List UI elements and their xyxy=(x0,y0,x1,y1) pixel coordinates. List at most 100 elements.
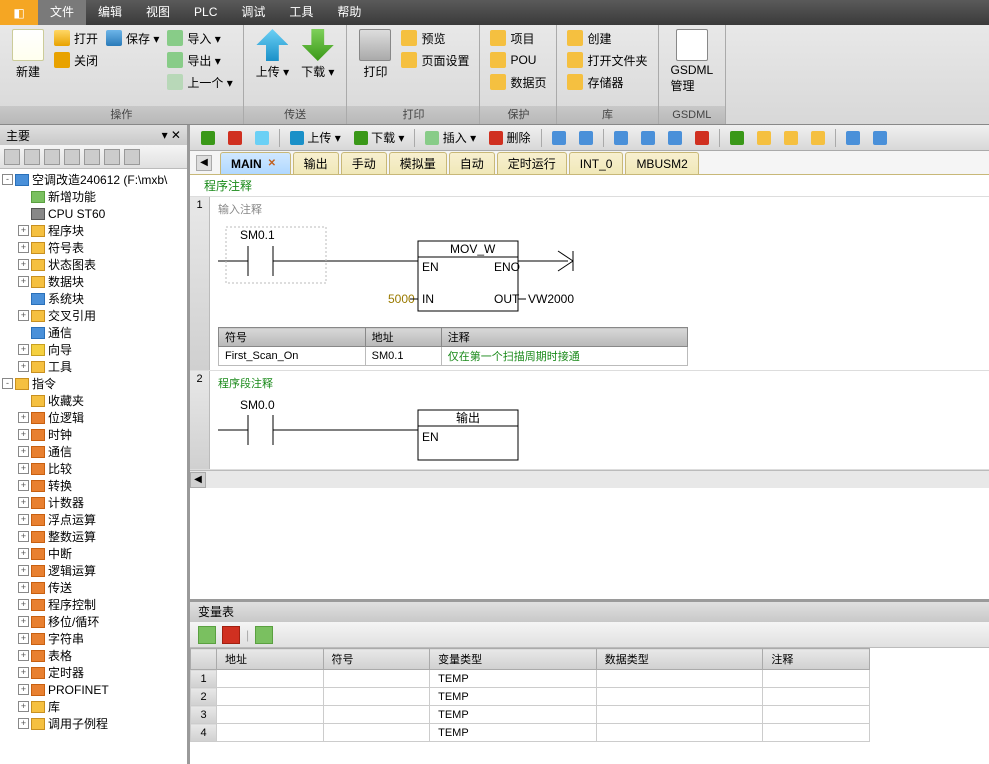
close-icon[interactable]: ✕ xyxy=(268,158,280,170)
tb-misc-9[interactable] xyxy=(779,129,803,147)
tree-node-系统块[interactable]: 系统块 xyxy=(0,290,187,307)
menu-视图[interactable]: 视图 xyxy=(134,0,182,25)
expand-icon[interactable]: - xyxy=(2,174,13,185)
tree-node-库[interactable]: +库 xyxy=(0,698,187,715)
ribbon-GSDML 管理[interactable]: GSDML管理 xyxy=(665,27,720,96)
ribbon-预览[interactable]: 预览 xyxy=(397,27,473,49)
tab-MBUSM2[interactable]: MBUSM2 xyxy=(625,152,698,174)
tree-node-PROFINET[interactable]: +PROFINET xyxy=(0,681,187,698)
ribbon-项目[interactable]: 项目 xyxy=(486,27,550,49)
var-row[interactable]: 2TEMP xyxy=(191,688,870,706)
ribbon-上传[interactable]: 上传 ▾ xyxy=(250,27,295,82)
expand-icon[interactable]: + xyxy=(18,344,29,355)
expand-icon[interactable]: + xyxy=(18,599,29,610)
tree-node-传送[interactable]: +传送 xyxy=(0,579,187,596)
tree-tb-1[interactable] xyxy=(4,149,20,165)
ribbon-打印[interactable]: 打印 xyxy=(353,27,397,82)
tree-node-程序控制[interactable]: +程序控制 xyxy=(0,596,187,613)
tree-node-收藏夹[interactable]: 收藏夹 xyxy=(0,392,187,409)
expand-icon[interactable] xyxy=(18,395,29,406)
app-icon[interactable]: ◧ xyxy=(0,0,38,25)
expand-icon[interactable]: + xyxy=(18,259,29,270)
tb-misc-8[interactable] xyxy=(752,129,776,147)
expand-icon[interactable] xyxy=(18,191,29,202)
ribbon-打开文件夹[interactable]: 打开文件夹 xyxy=(563,49,651,71)
ribbon-关闭[interactable]: 关闭 xyxy=(50,49,102,71)
expand-icon[interactable] xyxy=(18,208,29,219)
ribbon-新建[interactable]: 新建 xyxy=(6,27,50,82)
tb-misc-10[interactable] xyxy=(806,129,830,147)
expand-icon[interactable]: + xyxy=(18,582,29,593)
expand-icon[interactable]: - xyxy=(2,378,13,389)
tb-misc-4[interactable] xyxy=(636,129,660,147)
ribbon-POU[interactable]: POU xyxy=(486,49,550,71)
ribbon-存储器[interactable]: 存储器 xyxy=(563,71,651,93)
ribbon-数据页[interactable]: 数据页 xyxy=(486,71,550,93)
insert-button[interactable]: 插入 ▾ xyxy=(420,129,481,147)
expand-icon[interactable]: + xyxy=(18,531,29,542)
tree-node-定时器[interactable]: +定时器 xyxy=(0,664,187,681)
expand-icon[interactable]: + xyxy=(18,310,29,321)
compile-button[interactable] xyxy=(250,129,274,147)
var-tb-3[interactable] xyxy=(255,626,273,644)
ribbon-导入[interactable]: 导入 ▾ xyxy=(163,27,236,49)
tree-node-工具[interactable]: +工具 xyxy=(0,358,187,375)
expand-icon[interactable]: + xyxy=(18,276,29,287)
menu-文件[interactable]: 文件 xyxy=(38,0,86,25)
ribbon-打开[interactable]: 打开 xyxy=(50,27,102,49)
tree-node-整数运算[interactable]: +整数运算 xyxy=(0,528,187,545)
menu-PLC[interactable]: PLC xyxy=(182,0,229,25)
var-tb-add[interactable] xyxy=(198,626,216,644)
expand-icon[interactable]: + xyxy=(18,701,29,712)
expand-icon[interactable]: + xyxy=(18,684,29,695)
tree-node-表格[interactable]: +表格 xyxy=(0,647,187,664)
tb-misc-6[interactable] xyxy=(690,129,714,147)
tab-输出[interactable]: 输出 xyxy=(293,152,339,174)
tree-node-位逻辑[interactable]: +位逻辑 xyxy=(0,409,187,426)
tree-node-新增功能[interactable]: 新增功能 xyxy=(0,188,187,205)
expand-icon[interactable]: + xyxy=(18,633,29,644)
menu-工具[interactable]: 工具 xyxy=(277,0,325,25)
menu-调试[interactable]: 调试 xyxy=(229,0,277,25)
expand-icon[interactable]: + xyxy=(18,548,29,559)
expand-icon[interactable]: + xyxy=(18,565,29,576)
editor-hscroll[interactable]: ◀ xyxy=(190,470,989,488)
expand-icon[interactable]: + xyxy=(18,650,29,661)
tree-node-交叉引用[interactable]: +交叉引用 xyxy=(0,307,187,324)
tb-misc-3[interactable] xyxy=(609,129,633,147)
menu-帮助[interactable]: 帮助 xyxy=(325,0,373,25)
tree-node-中断[interactable]: +中断 xyxy=(0,545,187,562)
tab-MAIN[interactable]: MAIN✕ xyxy=(220,152,291,174)
expand-icon[interactable]: + xyxy=(18,616,29,627)
tree-node-比较[interactable]: +比较 xyxy=(0,460,187,477)
instructions-root[interactable]: - 指令 xyxy=(0,375,187,392)
var-row[interactable]: 3TEMP xyxy=(191,706,870,724)
tree-tb-4[interactable] xyxy=(64,149,80,165)
expand-icon[interactable]: + xyxy=(18,463,29,474)
expand-icon[interactable]: + xyxy=(18,429,29,440)
panel-dropdown-icon[interactable]: ▾ ✕ xyxy=(162,128,181,142)
expand-icon[interactable]: + xyxy=(18,480,29,491)
rung-1[interactable]: 1 输入注释 SM0.1 MOV_W EN ENO xyxy=(190,197,989,371)
expand-icon[interactable]: + xyxy=(18,446,29,457)
tree-node-向导[interactable]: +向导 xyxy=(0,341,187,358)
tab-nav-left[interactable]: ◀ xyxy=(196,155,212,171)
tree-tb-6[interactable] xyxy=(104,149,120,165)
tree-node-时钟[interactable]: +时钟 xyxy=(0,426,187,443)
project-root[interactable]: - 空调改造240612 (F:\mxb\ xyxy=(0,171,187,188)
tree-node-符号表[interactable]: +符号表 xyxy=(0,239,187,256)
tree-node-状态图表[interactable]: +状态图表 xyxy=(0,256,187,273)
stop-button[interactable] xyxy=(223,129,247,147)
tb-misc-5[interactable] xyxy=(663,129,687,147)
tree-node-转换[interactable]: +转换 xyxy=(0,477,187,494)
tree-node-移位/循环[interactable]: +移位/循环 xyxy=(0,613,187,630)
expand-icon[interactable]: + xyxy=(18,718,29,729)
expand-icon[interactable] xyxy=(18,327,29,338)
var-row[interactable]: 4TEMP xyxy=(191,724,870,742)
tb-misc-7[interactable] xyxy=(725,129,749,147)
tree-node-程序块[interactable]: +程序块 xyxy=(0,222,187,239)
tree-node-数据块[interactable]: +数据块 xyxy=(0,273,187,290)
variable-grid[interactable]: 地址符号变量类型数据类型注释 1TEMP2TEMP3TEMP4TEMP xyxy=(190,648,989,764)
run-button[interactable] xyxy=(196,129,220,147)
scroll-left-icon[interactable]: ◀ xyxy=(190,472,206,488)
